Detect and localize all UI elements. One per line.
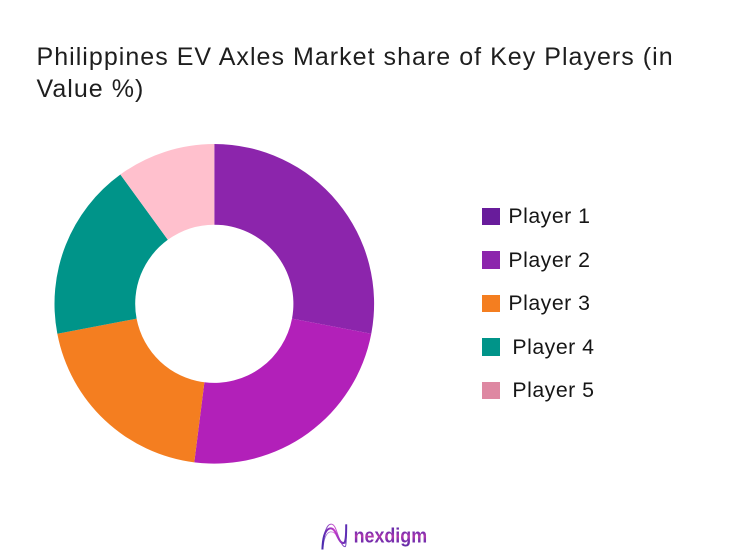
svg-text:nexdigm: nexdigm — [354, 525, 428, 547]
